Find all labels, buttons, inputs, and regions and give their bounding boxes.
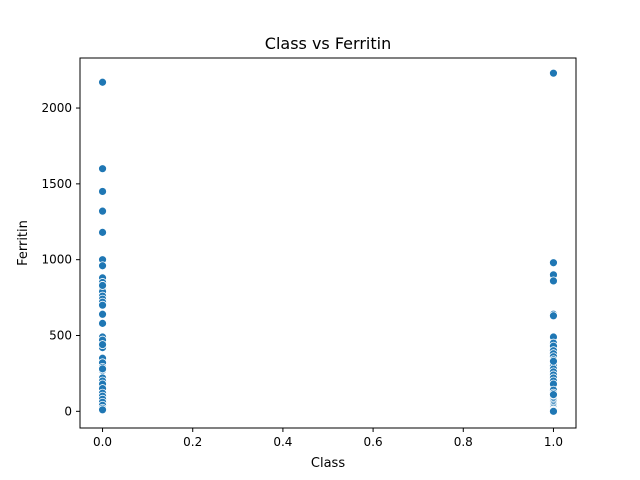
plot-frame [79,57,577,429]
data-point [98,164,107,174]
data-point [98,281,107,290]
x-tick-label: 0.4 [273,435,292,449]
data-point [549,258,558,268]
axis-ticks: 0.0 0.2 0.4 0.6 0.8 1.0 0 500 1000 1500 2000 [41,101,563,449]
y-tick-label: 500 [49,329,72,343]
data-point [98,77,107,87]
data-point [98,206,107,216]
data-point [549,390,558,400]
data-point [98,187,107,196]
data-point [98,405,107,415]
y-tick-label: 1500 [41,177,72,191]
data-point [98,300,107,310]
data-point [98,227,107,237]
data-point [98,309,107,319]
y-tick-label: 0 [64,404,72,418]
data-point [98,364,107,374]
x-tick-label: 0.8 [454,435,473,449]
data-point [98,318,107,328]
y-tick-label: 1000 [41,253,72,267]
data-point [98,261,107,271]
x-axis-label: Class [311,456,345,471]
data-point [549,311,558,321]
data-point [549,276,558,286]
y-axis-label: Ferritin [16,220,31,266]
data-point [549,68,558,78]
x-tick-label: 0.6 [364,435,383,449]
x-tick-label: 0.2 [183,435,202,449]
data-point [549,406,558,416]
data-point [98,340,107,349]
x-tick-label: 0.0 [93,435,112,449]
y-tick-label: 2000 [41,101,72,115]
data-point [549,356,558,366]
data-points [98,68,558,416]
chart-title: Class vs Ferritin [265,34,391,53]
x-tick-label: 1.0 [544,435,563,449]
